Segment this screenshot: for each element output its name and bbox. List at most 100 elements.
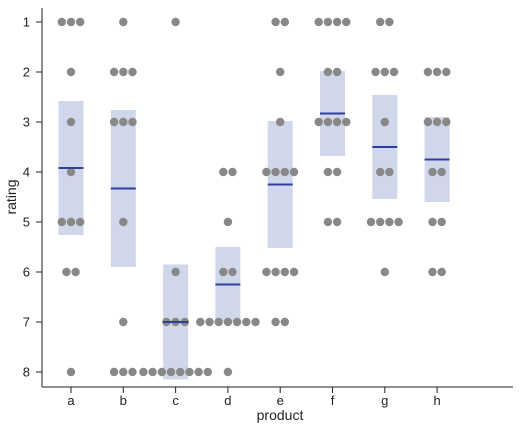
point-c-8-7 (203, 367, 212, 377)
point-d-8-0 (223, 367, 233, 377)
point-h-2-0 (423, 67, 433, 77)
point-d-7-6 (251, 317, 260, 327)
point-g-6-0 (380, 267, 389, 277)
point-c-8-4 (176, 367, 185, 377)
point-d-6-1 (228, 267, 237, 277)
point-f-5-0 (323, 217, 333, 227)
x-tick-label-d: d (224, 393, 231, 408)
point-a-6-0 (62, 267, 71, 277)
point-h-3-0 (423, 117, 433, 127)
point-f-1-1 (323, 17, 333, 27)
point-e-6-3 (289, 267, 299, 277)
point-g-4-0 (376, 167, 385, 177)
point-e-1-1 (280, 17, 289, 27)
point-f-3-2 (332, 117, 342, 127)
point-f-1-2 (332, 17, 342, 27)
point-g-3-0 (380, 117, 389, 127)
x-axis-title: product (257, 407, 304, 423)
point-h-4-1 (437, 167, 446, 177)
x-tick-label-e: e (277, 393, 284, 408)
data-points (57, 17, 451, 377)
point-h-3-1 (432, 117, 442, 127)
y-tick-label-5: 5 (23, 215, 30, 230)
point-c-8-6 (194, 367, 203, 377)
point-c-8-3 (166, 367, 176, 377)
point-a-1-2 (76, 17, 85, 27)
point-g-5-2 (385, 217, 394, 227)
point-f-5-1 (332, 217, 342, 227)
x-tick-label-a: a (67, 393, 75, 408)
point-d-7-4 (232, 317, 242, 327)
point-e-3-0 (276, 117, 285, 127)
point-d-7-3 (223, 317, 233, 327)
point-a-1-1 (66, 17, 76, 27)
point-d-7-1 (205, 317, 214, 327)
point-e-4-2 (280, 167, 289, 177)
point-c-1-0 (171, 17, 180, 27)
point-b-8-2 (128, 367, 137, 377)
mean-lines (58, 112, 450, 323)
point-b-8-0 (109, 367, 119, 377)
y-tick-label-3: 3 (23, 115, 30, 130)
point-a-5-2 (76, 217, 85, 227)
point-f-4-1 (332, 167, 342, 177)
point-h-6-0 (428, 267, 437, 277)
point-f-3-0 (314, 117, 323, 127)
point-d-4-1 (228, 167, 237, 177)
point-e-4-0 (262, 167, 271, 177)
point-b-2-2 (128, 67, 137, 77)
point-b-7-0 (119, 317, 128, 327)
point-e-2-0 (276, 67, 285, 77)
point-b-1-0 (119, 17, 128, 27)
point-g-5-0 (366, 217, 376, 227)
point-h-4-0 (428, 167, 437, 177)
point-e-1-0 (271, 17, 280, 27)
point-a-2-0 (66, 67, 76, 77)
point-c-8-0 (139, 367, 148, 377)
point-d-5-0 (223, 217, 233, 227)
point-e-7-1 (280, 317, 289, 327)
point-f-4-0 (323, 167, 333, 177)
point-f-1-0 (314, 17, 323, 27)
point-b-2-1 (119, 67, 128, 77)
point-g-1-1 (385, 17, 394, 27)
point-g-4-1 (385, 167, 394, 177)
point-b-2-0 (109, 67, 119, 77)
y-tick-label-4: 4 (23, 165, 30, 180)
point-e-6-1 (271, 267, 280, 277)
point-c-8-1 (148, 367, 157, 377)
point-e-6-0 (262, 267, 271, 277)
point-h-2-1 (432, 67, 442, 77)
point-g-2-0 (371, 67, 380, 77)
point-f-2-1 (332, 67, 342, 77)
point-h-2-2 (442, 67, 451, 77)
point-a-8-0 (66, 367, 76, 377)
point-c-8-2 (157, 367, 166, 377)
x-tick-label-g: g (381, 393, 388, 408)
point-a-1-0 (57, 17, 66, 27)
point-b-8-1 (119, 367, 128, 377)
point-d-7-5 (242, 317, 251, 327)
y-tick-label-1: 1 (23, 15, 30, 30)
point-b-3-2 (128, 117, 137, 127)
point-e-6-2 (280, 267, 289, 277)
point-g-5-1 (376, 217, 385, 227)
point-f-3-3 (342, 117, 351, 127)
point-d-6-0 (219, 267, 228, 277)
y-tick-label-7: 7 (23, 315, 30, 330)
point-f-2-0 (323, 67, 333, 77)
x-tick-label-c: c (172, 393, 179, 408)
point-b-5-0 (119, 217, 128, 227)
point-g-2-1 (380, 67, 389, 77)
y-tick-label-2: 2 (23, 65, 30, 80)
point-e-4-3 (289, 167, 299, 177)
axes (41, 8, 513, 388)
point-e-7-0 (271, 317, 280, 327)
point-g-5-3 (394, 217, 403, 227)
point-d-7-2 (214, 317, 223, 327)
point-c-6-0 (171, 267, 180, 277)
point-h-5-0 (428, 217, 437, 227)
y-tick-label-6: 6 (23, 265, 30, 280)
